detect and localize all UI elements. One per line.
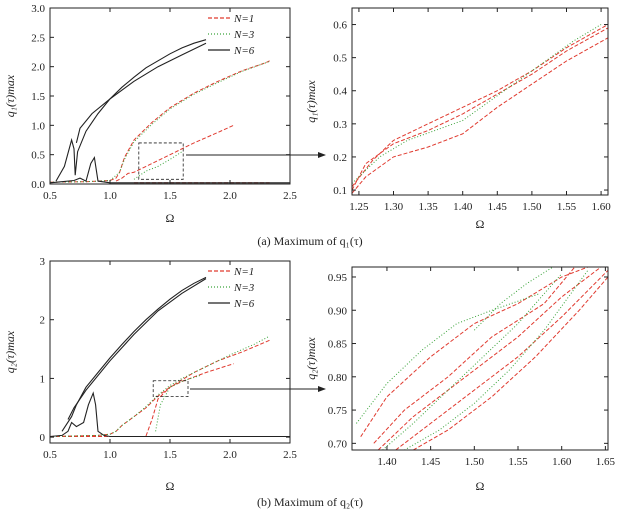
y-tick-label: 0.0 [31,179,45,191]
x-tick-label: 1.50 [465,456,485,468]
y-tick-label: 1 [40,373,46,385]
series-line-dashed-0-2 [352,24,608,188]
y-tick-label: 0.85 [328,339,348,351]
series-line-dashed-0-1 [145,339,270,437]
series-line-dotted-1-1 [133,151,183,180]
series-line-solid-2-0 [61,276,207,432]
y-tick-label: 1.5 [31,91,45,103]
legend-label: N=3 [233,282,255,294]
legend-label: N=3 [233,29,255,41]
series-line-solid-2-1 [67,278,207,420]
series-line-dashed-0-1 [115,124,234,182]
x-tick-label: 1.0 [103,190,117,202]
series-line-dashed-0-0 [360,267,589,437]
panel-a-main: 0.5 1.0 1.5 2.0 2.50.00.51.01.52.02.53.0Ωq₁(… [3,3,297,225]
y-axis-label: q₂(τ)max [3,330,17,373]
series-line-dotted-1-3 [473,267,554,331]
y-tick-label: 0.80 [328,372,348,384]
series-line-dotted-1-1 [382,273,563,450]
series-line-dashed-0-4 [373,267,576,444]
y-tick-label: 0 [40,432,46,444]
zoom-region-box [152,380,189,398]
x-tick-label: 1.35 [418,201,438,213]
x-tick-label: 1.25 [349,201,369,213]
x-tick-label: 1.65 [596,456,616,468]
y-tick-label: 3 [40,256,46,268]
y-tick-label: 0.90 [328,305,348,317]
y-axis-label: q₁(τ)max [304,80,318,123]
x-tick-label: 0.5 [43,449,57,461]
y-tick-label: 0.3 [333,119,347,131]
zoom-region-box [138,142,184,180]
y-axis-label: q₁(τ)max [3,74,17,117]
series-line-dashed-0-0 [50,60,270,183]
series-line-dotted-1-0 [352,24,602,184]
series-line-dotted-1-1 [155,375,201,432]
panel-a-zoom: 1.25 1.30 1.35 1.40 1.45 1.50 1.55 1.60 0.1 0.2 0.… [304,7,611,231]
x-tick-label: 1.45 [421,456,441,468]
legend-label: N=6 [233,45,255,57]
x-tick-label: 1.5 [163,190,177,202]
x-tick-label: 1.30 [384,201,404,213]
series-line-dotted-1-0 [356,293,540,424]
series-line-dotted-1-0 [50,60,270,183]
y-tick-label: 2.0 [31,62,45,74]
legend-label: N=1 [233,266,254,278]
y-tick-label: 0.4 [333,86,347,98]
legend-label: N=1 [233,13,254,25]
plot-frame [351,266,609,451]
x-axis-label: Ω [166,211,175,225]
y-tick-label: 0.95 [328,272,348,284]
x-tick-label: 1.5 [163,449,177,461]
x-tick-label: 1.40 [377,456,397,468]
series-line-dashed-0-0 [352,27,608,191]
x-tick-label: 2.5 [283,449,297,461]
panel-b-zoom: 1.40 1.45 1.50 1.55 1.60 1.65 0.70 0.75 0.80 0.85… [304,266,616,493]
y-tick-label: 0.2 [333,152,347,164]
x-tick-label: 2.5 [283,190,297,202]
y-tick-label: 2 [40,315,46,327]
legend-label: N=6 [233,298,255,310]
series-line-solid-2-2 [50,156,290,184]
y-tick-label: 2.5 [31,32,45,44]
x-tick-label: 0.5 [43,190,57,202]
x-tick-label: 1.45 [488,201,508,213]
x-tick-label: 1.55 [508,456,528,468]
y-tick-label: 0.6 [333,20,347,32]
x-tick-label: 1.55 [557,201,577,213]
x-tick-label: 1.60 [552,456,572,468]
y-tick-label: 0.70 [328,438,348,450]
y-tick-label: 3.0 [31,3,45,15]
series-line-dotted-1-0 [50,335,270,437]
series-line-solid-2-1 [75,42,207,144]
x-tick-label: 1.50 [522,201,542,213]
x-axis-label: Ω [476,479,485,493]
x-tick-label: 2.0 [223,190,237,202]
x-tick-label: 1.40 [453,201,473,213]
x-axis-label: Ω [166,479,175,493]
y-tick-label: 0.5 [31,150,45,162]
caption-a: (a) Maximum of q₁(τ) [257,234,362,248]
series-line-dotted-1-2 [404,270,589,450]
y-tick-label: 0.5 [333,53,347,65]
y-tick-label: 0.1 [333,185,347,197]
series-line-dashed-0-1 [352,37,608,194]
series-line-solid-2-2 [50,391,290,438]
x-tick-label: 2.0 [223,449,237,461]
y-tick-label: 1.0 [31,120,45,132]
y-axis-label: q₂(τ)max [304,337,318,380]
series-line-dashed-0-0 [50,363,234,437]
panel-b-main: 0.5 1.0 1.5 2.0 2.5 0 1 2 3 Ωq₂(τ)max N=1 N=3 N=6 [3,256,297,493]
x-axis-label: Ω [476,217,485,231]
plot-frame [351,7,609,196]
y-tick-label: 0.75 [328,405,348,417]
caption-b: (b) Maximum of q₂(τ) [257,495,363,509]
series-line-dashed-0-1 [377,267,602,450]
series-line-dashed-0-3 [412,276,608,450]
x-tick-label: 1.0 [103,449,117,461]
x-tick-label: 1.60 [591,201,611,213]
series-line-dashed-0-2 [395,269,608,450]
